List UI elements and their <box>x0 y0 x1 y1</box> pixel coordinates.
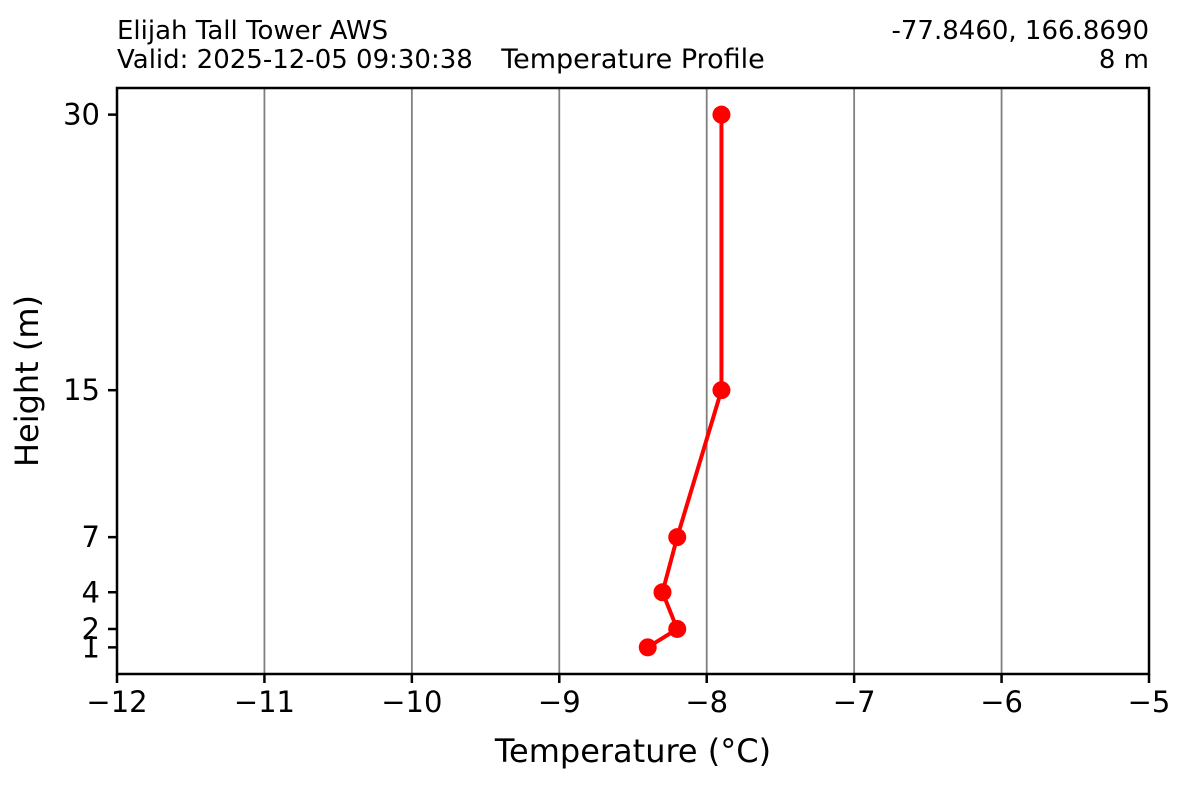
header-left-block: Elijah Tall Tower AWS Valid: 2025-12-05 0… <box>117 17 473 75</box>
data-point <box>712 105 731 124</box>
x-tick-label: −7 <box>833 685 876 719</box>
x-tick-label: −5 <box>1128 685 1171 719</box>
y-tick-label: 1 <box>82 630 100 664</box>
y-tick-label: 30 <box>63 98 100 132</box>
y-tick-label: 7 <box>82 520 100 554</box>
y-tick-label: 15 <box>63 373 100 407</box>
x-tick-label: −9 <box>538 685 581 719</box>
data-point <box>712 381 731 400</box>
x-tick-label: −12 <box>86 685 147 719</box>
data-point <box>668 528 687 547</box>
data-point <box>668 619 687 638</box>
x-axis-label: Temperature (°C) <box>494 732 771 770</box>
x-tick-label: −6 <box>980 685 1023 719</box>
chart-title: Temperature Profile <box>501 44 765 75</box>
axes-spines <box>115 86 1151 676</box>
station-name: Elijah Tall Tower AWS <box>117 16 389 46</box>
y-tick-label: 2 <box>82 612 100 646</box>
header-right-block: -77.8460, 166.8690 8 m <box>892 17 1150 75</box>
station-coordinates: -77.8460, 166.8690 <box>891 16 1150 46</box>
station-elevation: 8 m <box>1098 45 1149 75</box>
data-point <box>653 583 672 602</box>
valid-timestamp: Valid: 2025-12-05 09:30:38 <box>117 45 473 75</box>
x-tick-label: −10 <box>381 685 442 719</box>
y-tick-label: 4 <box>82 575 100 609</box>
y-axis-label: Height (m) <box>8 295 46 467</box>
profile-line <box>645 112 724 650</box>
data-point <box>638 638 657 657</box>
x-tick-label: −8 <box>685 685 728 719</box>
x-tick-label: −11 <box>234 685 295 719</box>
